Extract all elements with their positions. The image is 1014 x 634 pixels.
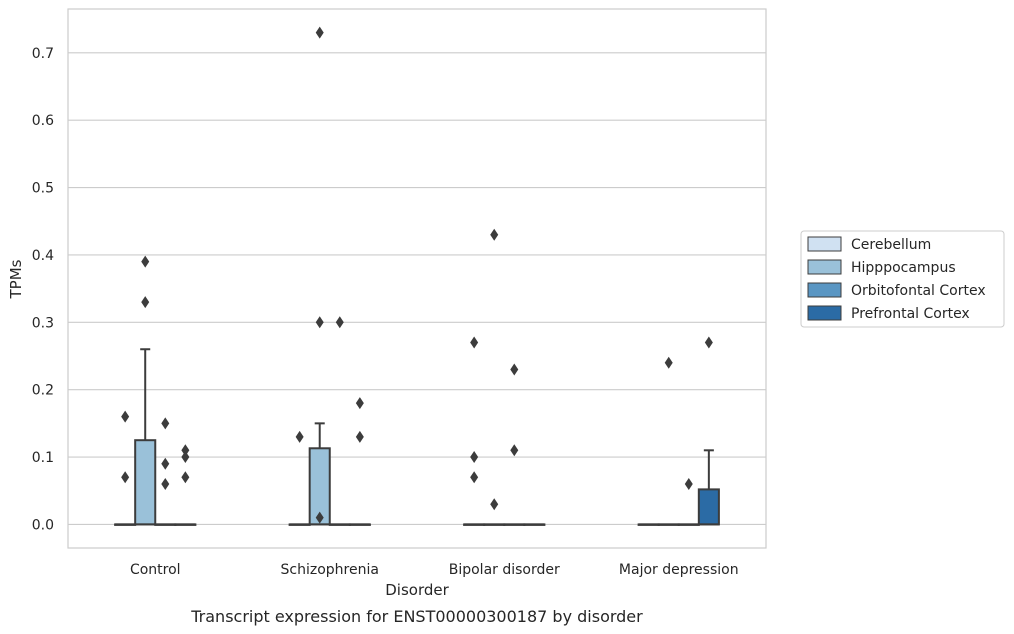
y-tick-label: 0.2 [32, 383, 54, 399]
legend-entry: Prefrontal Cortex [851, 306, 970, 322]
outlier-point [510, 363, 519, 376]
outlier-point [315, 26, 324, 39]
outlier-point [181, 451, 190, 464]
outlier-point [510, 444, 519, 457]
outlier-point [141, 255, 150, 268]
outlier-point [181, 471, 190, 484]
legend-swatch [807, 259, 842, 275]
y-axis-label: TPMs [7, 259, 25, 299]
outlier-point [161, 477, 170, 490]
outlier-point [161, 417, 170, 430]
legend-entry: Cerebellum [851, 237, 931, 253]
outlier-point [121, 471, 130, 484]
legend-frame [800, 230, 1005, 328]
box-series [114, 348, 720, 526]
legend-swatch [807, 236, 842, 252]
outlier-point [704, 336, 713, 349]
box-prefrontal-cortex [697, 488, 720, 526]
outlier-point [315, 511, 324, 524]
outlier-point [355, 430, 364, 443]
x-tick-label: Bipolar disorder [449, 562, 560, 578]
outlier-point [335, 316, 344, 329]
y-tick-label: 0.1 [32, 450, 54, 466]
outlier-point [664, 356, 673, 369]
outlier-point [684, 477, 693, 490]
y-tick-labels: 0.0 0.1 0.2 0.3 0.4 0.5 0.6 0.7 [32, 46, 54, 534]
y-tick-label: 0.4 [32, 248, 54, 264]
x-tick-label: Schizophrenia [281, 562, 379, 578]
chart-caption: Transcript expression for ENST0000030018… [190, 607, 643, 626]
outlier-point [490, 498, 499, 511]
outlier-point [181, 444, 190, 457]
x-tick-labels: Control Schizophrenia Bipolar disorder Majo… [130, 562, 739, 578]
outlier-point [490, 228, 499, 241]
outlier-point [161, 457, 170, 470]
legend-swatch [807, 305, 842, 321]
legend-swatch [807, 282, 842, 298]
outlier-points [121, 26, 713, 524]
y-tick-label: 0.7 [32, 46, 54, 62]
y-tick-label: 0.5 [32, 181, 54, 197]
outlier-point [470, 336, 479, 349]
y-tick-label: 0.3 [32, 315, 54, 331]
outlier-point [355, 397, 364, 410]
outlier-point [295, 430, 304, 443]
legend-entry: Hipppocampus [851, 260, 956, 276]
outlier-point [141, 296, 150, 309]
x-tick-label: Control [130, 562, 181, 578]
plot-frame [67, 8, 767, 549]
legend: Cerebellum Hipppocampus Orbitofontal Corte… [800, 230, 1005, 328]
outlier-point [121, 410, 130, 423]
y-tick-label: 0.0 [32, 517, 54, 533]
outlier-point [470, 451, 479, 464]
outlier-point [470, 471, 479, 484]
box-hipppocampus [134, 439, 157, 526]
x-axis-label: Disorder [385, 581, 449, 599]
y-gridlines [68, 52, 766, 526]
legend-entry: Orbitofontal Cortex [851, 283, 986, 299]
outlier-point [315, 316, 324, 329]
y-tick-label: 0.6 [32, 113, 54, 129]
x-tick-label: Major depression [619, 562, 739, 578]
